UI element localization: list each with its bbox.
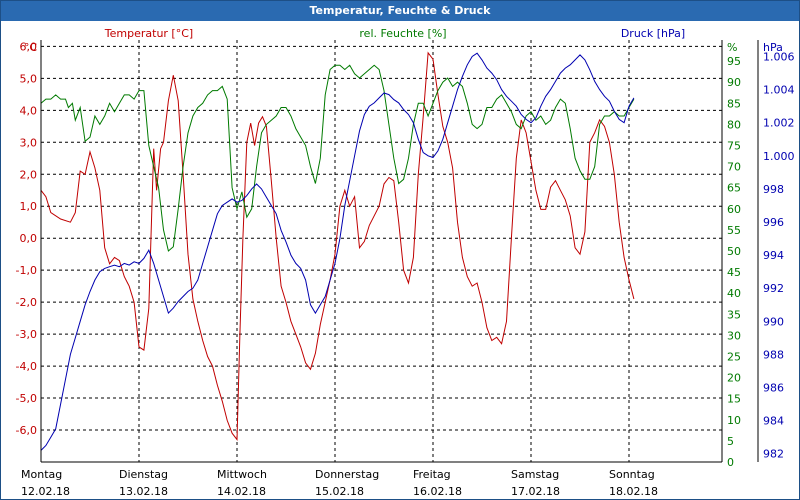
temperature-tick-label: -4,0 <box>16 360 37 373</box>
humidity-tick-label: 55 <box>727 224 741 237</box>
day-date-label: 15.02.18 <box>315 485 364 498</box>
legend-humidity: rel. Feuchte [%] <box>359 27 446 40</box>
chart-series <box>40 51 635 451</box>
temperature-tick-label: 2,0 <box>20 168 38 181</box>
temperature-tick-label: -5,0 <box>16 392 37 405</box>
legend-pressure: Druck [hPa] <box>621 27 685 40</box>
temperature-tick-label: -6,0 <box>16 424 37 437</box>
pressure-tick-label: 1.006 <box>763 51 795 64</box>
pressure-tick-label: 1.000 <box>763 150 795 163</box>
humidity-tick-label: 35 <box>727 308 741 321</box>
chart-axes: 6,0 5,0 4,0 3,0 2,0 1,0 0,0 -1,0 -2,0 -3,0 -4,0 -5,… <box>16 40 795 498</box>
temperature-tick-label: 6,0 <box>20 40 38 53</box>
window-title-bar: Temperatur, Feuchte & Druck <box>1 1 799 21</box>
pressure-tick-label: 992 <box>763 282 784 295</box>
day-date-label: 18.02.18 <box>609 485 658 498</box>
pressure-tick-label: 990 <box>763 315 784 328</box>
temperature-tick-label: -3,0 <box>16 328 37 341</box>
temperature-tick-label: -2,0 <box>16 296 37 309</box>
day-name-label: Sonntag <box>609 468 655 481</box>
pressure-tick-label: 982 <box>763 448 784 461</box>
day-date-label: 14.02.18 <box>217 485 266 498</box>
humidity-tick-label: 90 <box>727 76 741 89</box>
humidity-tick-label: 70 <box>727 161 741 174</box>
temperature-tick-label: 0,0 <box>20 232 38 245</box>
humidity-tick-label: 20 <box>727 372 741 385</box>
pressure-tick-label: 1.004 <box>763 84 795 97</box>
temperature-axis-unit: °C <box>24 41 38 54</box>
day-name-label: Samstag <box>511 468 559 481</box>
pressure-tick-label: 986 <box>763 382 784 395</box>
chart-legend: Temperatur [°C] rel. Feuchte [%] Druck [hP… <box>104 27 685 40</box>
humidity-tick-label: 80 <box>727 118 741 131</box>
humidity-tick-label: 95 <box>727 55 741 68</box>
temperature-tick-label: 1,0 <box>20 200 38 213</box>
pressure-tick-label: 998 <box>763 183 784 196</box>
day-name-label: Montag <box>21 468 62 481</box>
humidity-tick-label: 25 <box>727 351 741 364</box>
day-date-label: 16.02.18 <box>413 485 462 498</box>
temperature-tick-label: 3,0 <box>20 136 38 149</box>
humidity-tick-label: 85 <box>727 97 741 110</box>
window-title: Temperatur, Feuchte & Druck <box>309 4 491 17</box>
humidity-tick-label: 5 <box>727 435 734 448</box>
day-name-label: Dienstag <box>119 468 168 481</box>
legend-temperature: Temperatur [°C] <box>104 27 193 40</box>
day-date-label: 12.02.18 <box>21 485 70 498</box>
humidity-tick-label: 40 <box>727 287 741 300</box>
weather-chart: 6,0 5,0 4,0 3,0 2,0 1,0 0,0 -1,0 -2,0 -3,0 -4,0 -5,… <box>16 27 795 498</box>
humidity-tick-label: 0 <box>727 456 734 469</box>
pressure-tick-label: 994 <box>763 249 784 262</box>
temperature-tick-label: 5,0 <box>20 72 38 85</box>
day-name-label: Donnerstag <box>315 468 379 481</box>
humidity-tick-label: 45 <box>727 266 741 279</box>
day-date-label: 17.02.18 <box>511 485 560 498</box>
day-name-label: Mittwoch <box>217 468 267 481</box>
pressure-tick-label: 1.002 <box>763 117 795 130</box>
humidity-axis-unit: % <box>727 41 737 54</box>
humidity-tick-label: 50 <box>727 245 741 258</box>
pressure-tick-label: 984 <box>763 415 784 428</box>
pressure-tick-label: 988 <box>763 348 784 361</box>
humidity-tick-label: 60 <box>727 203 741 216</box>
pressure-axis-unit: hPa <box>763 41 783 54</box>
humidity-tick-label: 15 <box>727 393 741 406</box>
humidity-tick-label: 65 <box>727 182 741 195</box>
humidity-tick-label: 10 <box>727 414 741 427</box>
temperature-tick-label: -1,0 <box>16 264 37 277</box>
day-name-label: Freitag <box>413 468 451 481</box>
chart-grid <box>41 40 722 462</box>
temperature-tick-label: 4,0 <box>20 104 38 117</box>
day-date-label: 13.02.18 <box>119 485 168 498</box>
series-line-pressure <box>40 52 635 451</box>
pressure-tick-label: 996 <box>763 216 784 229</box>
humidity-tick-label: 75 <box>727 140 741 153</box>
humidity-tick-label: 30 <box>727 329 741 342</box>
series-line-humidity <box>40 64 635 252</box>
